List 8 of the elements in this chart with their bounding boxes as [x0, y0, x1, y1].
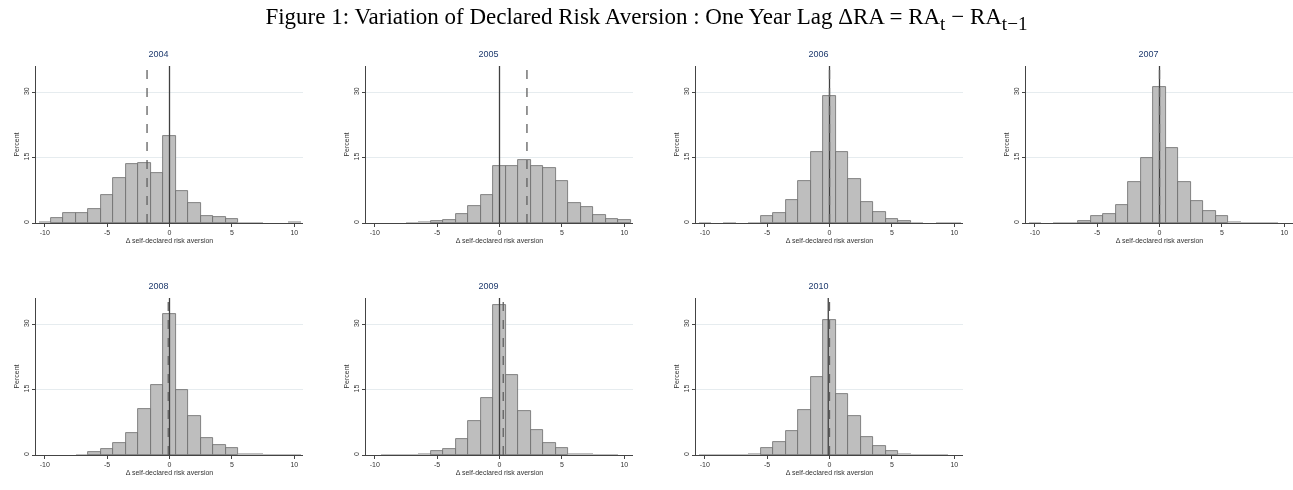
caption: Figure 1: Variation of Declared Risk Aversion : One Year Lag ΔRA = RA$_{t}$ − RA$_{t−1}$	[264, 4, 1029, 35]
chart-title: 2008	[148, 281, 169, 292]
chart-title: 2005	[478, 49, 499, 60]
chart-title: 2006	[808, 49, 829, 60]
chart-title: 2004	[148, 49, 169, 60]
chart-title: 2009	[478, 281, 499, 292]
chart-title: 2010	[808, 281, 829, 292]
chart-title: 2007	[1138, 49, 1159, 60]
